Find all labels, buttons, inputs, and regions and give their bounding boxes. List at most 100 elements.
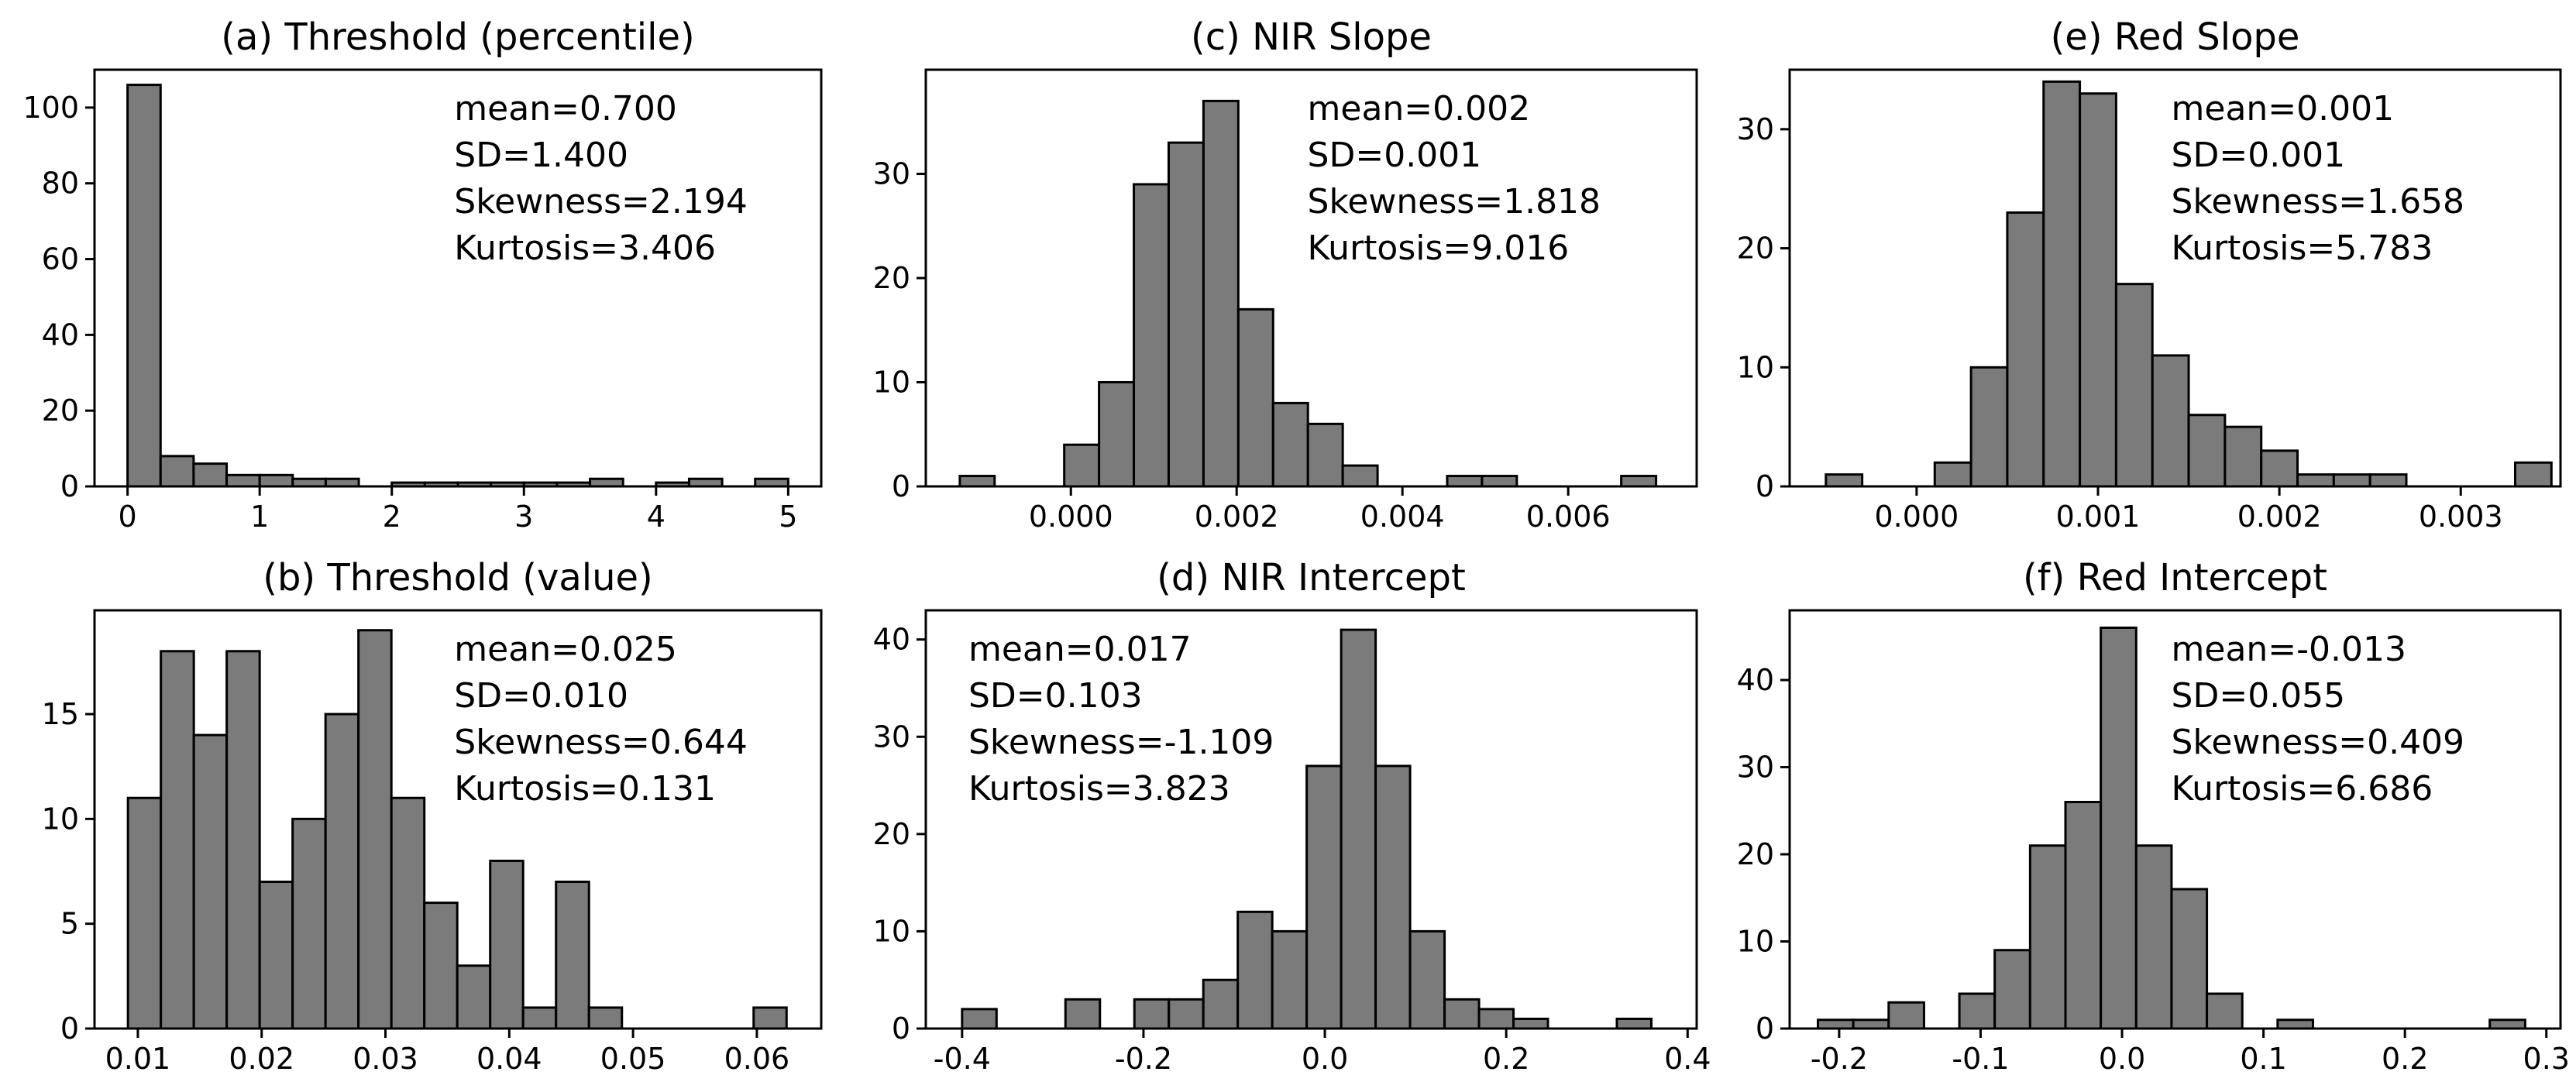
panel-e: (e) Red Slope 0.000 0.001 0.002 0.003 0 10 20 30… <box>1737 15 2562 534</box>
y-tick-label: 100 <box>22 91 79 125</box>
x-tick-label: 4 <box>647 500 665 534</box>
plot-frame <box>93 68 823 488</box>
histogram-bar <box>2296 473 2335 488</box>
x-tick-label: 0.000 <box>1874 500 1959 534</box>
histogram-bar <box>1443 998 1481 1030</box>
histogram-bar <box>961 1008 998 1030</box>
y-tick-label: 10 <box>42 802 79 836</box>
stat-annotation: Kurtosis=0.131 <box>454 769 716 809</box>
histogram-bar <box>1825 473 1864 488</box>
y-tick-label: 15 <box>42 697 79 731</box>
panel-title: (e) Red Slope <box>2051 15 2300 59</box>
histogram-bar <box>2206 992 2244 1030</box>
histogram-bar <box>1340 628 1377 1030</box>
histogram-bar <box>2276 1018 2315 1030</box>
y-tick-label: 80 <box>42 167 79 201</box>
histogram-bar <box>225 473 261 488</box>
histogram-bar <box>1958 992 1996 1030</box>
histogram-bar <box>2006 211 2045 488</box>
histogram-bar <box>192 462 229 488</box>
stat-annotation: Skewness=1.658 <box>2172 182 2465 222</box>
histogram-bar <box>2079 92 2117 488</box>
histogram-bar <box>2223 425 2263 488</box>
x-tick-label: -0.1 <box>1952 1042 2009 1076</box>
histogram-bar <box>1341 464 1379 488</box>
x-tick-label: 0.0 <box>1302 1042 1348 1076</box>
x-tick-label: 2 <box>383 500 401 534</box>
histogram-bar <box>2134 844 2173 1030</box>
y-tick-label: 10 <box>873 914 910 948</box>
x-tick-label: 0.01 <box>105 1042 171 1076</box>
stat-annotation: Kurtosis=3.406 <box>454 228 716 268</box>
stat-annotation: Skewness=0.644 <box>454 723 748 762</box>
stat-annotation: Skewness=1.818 <box>1308 182 1601 222</box>
plot-frame <box>1788 609 2562 1030</box>
y-tick-label: 20 <box>873 261 910 295</box>
panel-c: (c) NIR Slope 0.000 0.002 0.004 0.006 0 10 20 30… <box>873 15 1698 534</box>
stat-annotation: SD=0.001 <box>2172 136 2346 175</box>
histogram-bar <box>1271 929 1309 1030</box>
histogram-bar <box>390 796 426 1030</box>
histogram-bar <box>958 475 996 488</box>
y-tick-label: 0 <box>60 1012 79 1046</box>
x-tick-label: -0.4 <box>934 1042 991 1076</box>
histogram-bar <box>456 964 492 1030</box>
stat-annotation: SD=0.055 <box>2172 676 2346 716</box>
histogram-bar <box>423 902 459 1030</box>
panel-title: (c) NIR Slope <box>1191 15 1432 59</box>
histogram-bar <box>1133 998 1171 1030</box>
x-tick-label: 0.002 <box>2237 500 2322 534</box>
histogram-bar <box>2170 888 2209 1030</box>
y-tick-label: 20 <box>42 393 79 428</box>
histogram-bar <box>1202 99 1240 488</box>
x-tick-label: 1 <box>250 500 269 534</box>
y-tick-label: 0 <box>1756 1012 1774 1046</box>
panel-title: (f) Red Intercept <box>2023 556 2327 599</box>
x-tick-label: 0 <box>119 500 137 534</box>
x-tick-label: 0.001 <box>2056 500 2141 534</box>
x-tick-label: -0.2 <box>1811 1042 1868 1076</box>
histogram-bar <box>1512 1017 1549 1030</box>
histogram-bar <box>2114 283 2154 488</box>
panel-title: (b) Threshold (value) <box>263 556 653 599</box>
histogram-bar <box>1620 475 1658 488</box>
histogram-bar <box>258 881 294 1030</box>
stat-annotation: Kurtosis=6.686 <box>2172 769 2433 809</box>
x-tick-label: 0.1 <box>2240 1042 2286 1076</box>
x-tick-label: 0.06 <box>724 1042 790 1076</box>
stat-annotation: mean=0.002 <box>1308 89 1531 129</box>
stat-annotation: Skewness=2.194 <box>454 182 748 222</box>
y-tick-label: 10 <box>1737 925 1774 959</box>
histogram-bar <box>192 733 229 1030</box>
stat-annotation: Kurtosis=3.823 <box>968 769 1230 809</box>
y-tick-label: 30 <box>1737 751 1774 785</box>
x-tick-label: 0.002 <box>1195 500 1279 534</box>
histogram-bar <box>2100 627 2137 1030</box>
x-tick-label: 5 <box>779 500 797 534</box>
x-tick-label: 0.05 <box>600 1042 666 1076</box>
histogram-bar <box>587 1006 624 1030</box>
histogram-bar <box>1064 998 1102 1030</box>
histogram-bar <box>1305 764 1343 1030</box>
stat-annotation: mean=0.017 <box>968 630 1192 669</box>
stat-annotation: SD=0.001 <box>1308 136 1482 175</box>
histogram-bar <box>1852 1018 1890 1030</box>
stat-annotation: mean=0.001 <box>2172 89 2395 129</box>
panel-b: (b) Threshold (value) 0.01 0.02 0.03 0.04 0.0… <box>42 556 823 1076</box>
histogram-bar <box>2368 473 2408 488</box>
x-tick-label: 0.0 <box>2099 1042 2145 1076</box>
stat-annotation: SD=1.400 <box>454 136 628 175</box>
y-tick-label: 40 <box>873 623 910 657</box>
histogram-bar <box>160 650 195 1030</box>
x-tick-label: 0.2 <box>2382 1042 2428 1076</box>
y-tick-label: 20 <box>1737 837 1774 871</box>
y-tick-label: 0 <box>892 469 910 503</box>
histogram-bar <box>1887 1001 1925 1030</box>
panel-title: (a) Threshold (percentile) <box>221 15 694 59</box>
x-tick-label: 0.04 <box>476 1042 542 1076</box>
panel-f: (f) Red Intercept -0.2 -0.1 0.0 0.1 0.2 0.3 0 10… <box>1737 556 2570 1076</box>
histogram-bar <box>1446 475 1484 488</box>
y-tick-label: 30 <box>873 157 910 191</box>
histogram-bar <box>225 650 261 1030</box>
